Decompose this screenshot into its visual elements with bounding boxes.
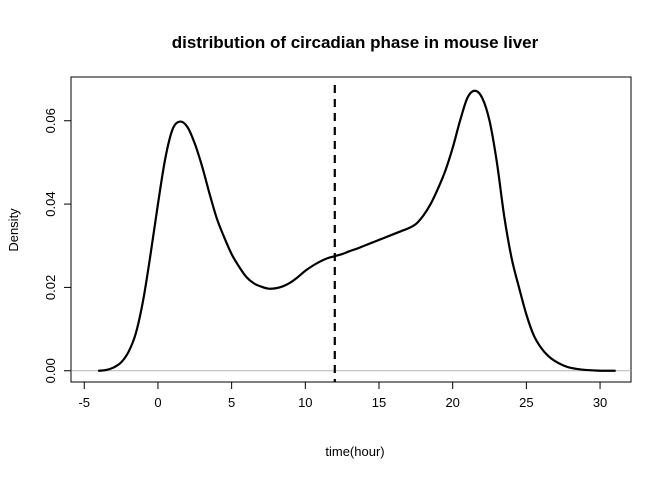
x-tick-label: 5 bbox=[228, 395, 235, 410]
x-tick-label: 10 bbox=[298, 395, 312, 410]
x-axis: -5 0 5 10 15 20 25 30 bbox=[78, 381, 607, 410]
x-tick-label: 15 bbox=[372, 395, 386, 410]
chart-title: distribution of circadian phase in mouse… bbox=[172, 33, 539, 52]
y-tick-label: 0.00 bbox=[43, 358, 58, 383]
y-tick-label: 0.06 bbox=[43, 108, 58, 133]
x-tick-label: 0 bbox=[154, 395, 161, 410]
x-tick-label: 25 bbox=[519, 395, 533, 410]
density-curve bbox=[97, 89, 616, 372]
y-tick-label: 0.04 bbox=[43, 191, 58, 216]
y-axis: 0.00 0.02 0.04 0.06 bbox=[43, 108, 72, 383]
y-axis-label: Density bbox=[6, 208, 21, 252]
y-tick-label: 0.02 bbox=[43, 275, 58, 300]
x-tick-label: 30 bbox=[593, 395, 607, 410]
x-tick-label: -5 bbox=[78, 395, 90, 410]
x-axis-label: time(hour) bbox=[325, 444, 384, 459]
x-tick-label: 20 bbox=[445, 395, 459, 410]
